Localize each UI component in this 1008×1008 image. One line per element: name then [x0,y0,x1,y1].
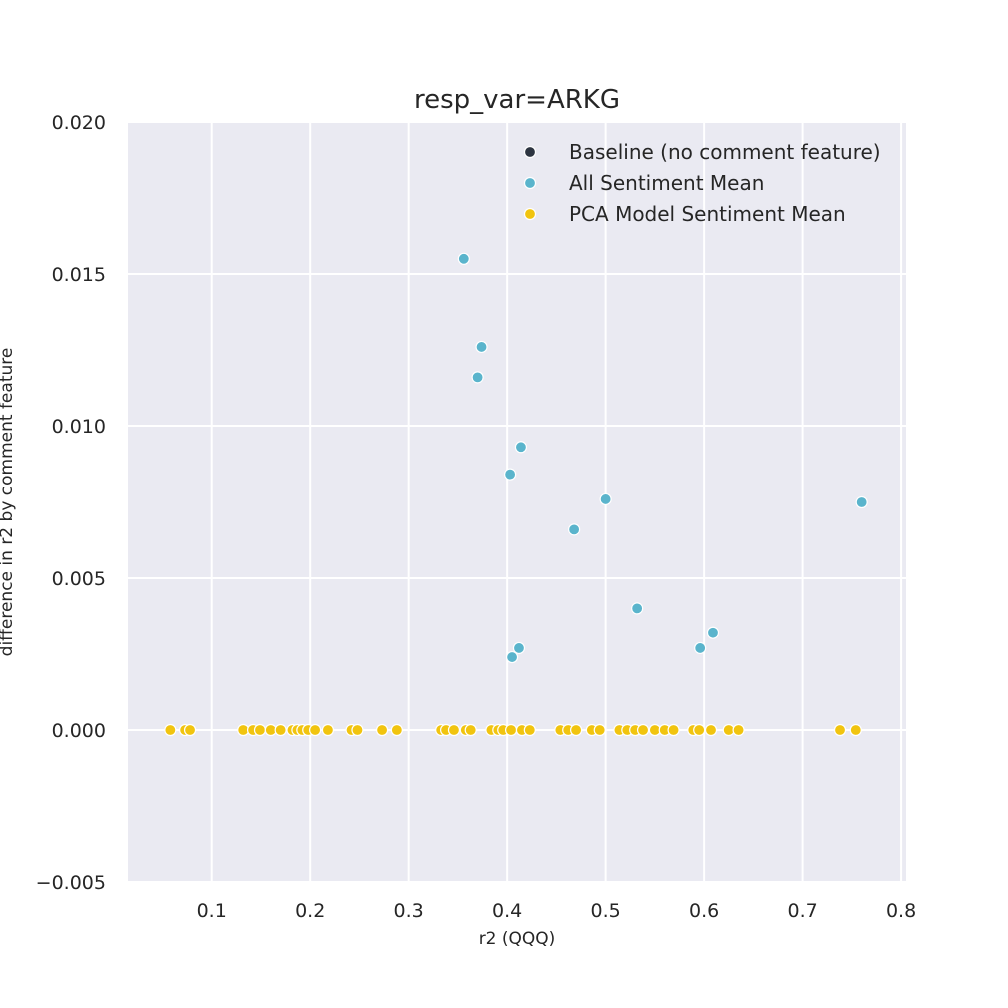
data-point [706,626,720,639]
x-tick-label: 0.8 [886,900,916,922]
data-point [833,723,847,737]
data-point [183,723,197,737]
y-tick-label: 0.015 [52,264,106,286]
x-tick-label: 0.1 [197,900,227,922]
data-point [694,641,707,655]
data-point [164,723,177,737]
data-point [593,723,606,737]
chart-title: resp_var=ARKG [414,85,620,115]
data-point [732,723,745,737]
legend-label: Baseline (no comment feature) [569,140,881,164]
x-tick-label: 0.4 [492,900,522,922]
x-tick-label: 0.6 [689,900,719,922]
x-tick-label: 0.5 [591,900,621,922]
legend-label: PCA Model Sentiment Mean [569,202,846,226]
data-point [375,723,389,737]
data-point [504,468,517,481]
x-tick-label: 0.2 [295,900,325,922]
data-point [855,495,868,509]
y-tick-label: 0.020 [52,112,106,134]
plot-area [128,122,906,882]
data-point [253,723,267,737]
legend-marker [523,207,537,221]
y-tick-labels: −0.005 0.000 0.005 0.010 0.015 0.020 [36,112,106,894]
data-point [464,723,477,737]
data-point [274,723,287,737]
legend-marker [523,145,537,159]
data-point [447,723,461,737]
data-point [512,641,526,655]
data-point [514,441,528,454]
data-point [505,650,519,664]
data-point [504,723,518,737]
data-point [309,723,322,737]
y-axis-label: difference in r2 by comment feature [0,348,17,657]
data-point [321,723,335,737]
x-tick-labels: 0.1 0.2 0.3 0.4 0.5 0.6 0.7 0.8 [197,900,917,922]
y-tick-label: 0.005 [52,568,106,590]
y-tick-label: 0.010 [52,416,106,438]
legend: Baseline (no comment feature) All Sentime… [523,140,881,226]
legend-marker [523,176,537,190]
y-tick-label: 0.000 [52,720,106,742]
data-point [475,340,488,354]
data-point [390,723,403,737]
data-point [631,602,644,615]
data-point [568,523,581,536]
data-points [164,252,868,737]
data-point [599,492,612,506]
x-tick-label: 0.7 [787,900,817,922]
data-point [667,723,680,737]
legend-label: All Sentiment Mean [569,171,764,195]
data-point [849,723,862,737]
x-tick-label: 0.3 [394,900,424,922]
y-tick-label: −0.005 [36,872,106,894]
x-axis-label: r2 (QQQ) [479,929,556,949]
data-point [457,252,470,265]
data-point [704,723,718,737]
data-point [351,723,364,737]
data-point [523,723,536,737]
data-point [569,723,583,737]
data-point [636,723,650,737]
data-point [693,723,706,737]
data-point [471,371,484,384]
